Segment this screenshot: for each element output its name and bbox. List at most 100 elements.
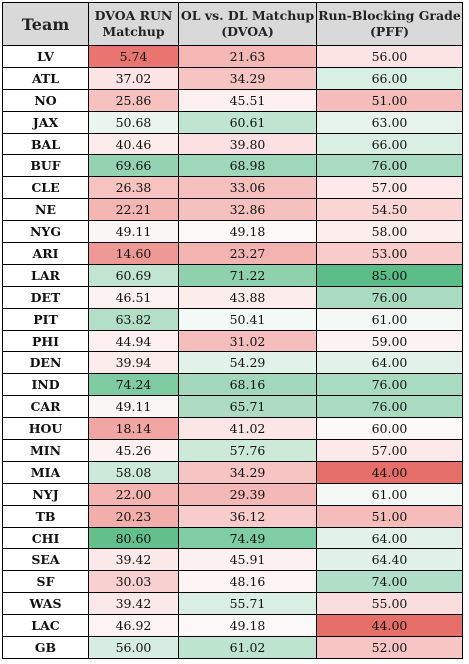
dvoa-run-cell: 18.14 [88,417,179,441]
header-dvoa-run-line1: DVOA RUN [94,8,173,23]
team-cell: MIA [2,460,89,484]
run-block-grade-cell: 74.00 [316,570,463,594]
ol-dl-cell: 29.39 [178,482,317,506]
table-row: MIA 58.08 34.29 44.00 [2,460,463,484]
team-cell: LAR [2,263,89,287]
ol-dl-cell: 49.18 [178,220,317,244]
dvoa-run-cell: 49.11 [88,395,179,419]
matchup-table: Team DVOA RUN Matchup OL vs. DL Matchup … [2,2,463,659]
ol-dl-cell: 68.98 [178,154,317,178]
dvoa-run-cell: 22.21 [88,198,179,222]
dvoa-run-cell: 60.69 [88,263,179,287]
dvoa-run-cell: 37.02 [88,66,179,90]
ol-dl-cell: 65.71 [178,395,317,419]
ol-dl-cell: 55.71 [178,592,317,616]
team-cell: LV [2,45,89,68]
ol-dl-cell: 49.18 [178,614,317,638]
ol-dl-cell: 21.63 [178,45,317,68]
table-row: NYG 49.11 49.18 58.00 [2,220,463,244]
run-block-grade-cell: 59.00 [316,329,463,353]
team-cell: ARI [2,242,89,265]
dvoa-run-cell: 20.23 [88,504,179,528]
table-row: ATL 37.02 34.29 66.00 [2,66,463,90]
dvoa-run-cell: 39.94 [88,351,179,375]
team-cell: CAR [2,395,89,419]
table-row: NE 22.21 32.86 54.50 [2,198,463,222]
team-cell: CLE [2,176,89,200]
table-row: JAX 50.68 60.61 63.00 [2,110,463,134]
table-row: ARI 14.60 23.27 53.00 [2,242,463,265]
run-block-grade-cell: 76.00 [316,395,463,419]
ol-dl-cell: 61.02 [178,636,317,659]
run-block-grade-cell: 64.00 [316,351,463,375]
ol-dl-cell: 45.91 [178,548,317,572]
team-cell: JAX [2,110,89,134]
run-block-grade-cell: 53.00 [316,242,463,265]
ol-dl-cell: 39.80 [178,132,317,156]
team-cell: HOU [2,417,89,441]
team-cell: ATL [2,66,89,90]
table-row: NYJ 22.00 29.39 61.00 [2,482,463,506]
ol-dl-cell: 33.06 [178,176,317,200]
table-row: LV 5.74 21.63 56.00 [2,45,463,68]
ol-dl-cell: 45.51 [178,88,317,112]
dvoa-run-cell: 49.11 [88,220,179,244]
table-row: CLE 26.38 33.06 57.00 [2,176,463,200]
team-cell: LAC [2,614,89,638]
dvoa-run-cell: 46.51 [88,285,179,309]
table-row: CHI 80.60 74.49 64.00 [2,526,463,550]
team-cell: NE [2,198,89,222]
header-ol-dl: OL vs. DL Matchup (DVOA) [178,2,317,46]
table-row: LAC 46.92 49.18 44.00 [2,614,463,638]
header-run-block-line1: Run-Blocking Grade [318,8,461,23]
dvoa-run-cell: 74.24 [88,373,179,397]
ol-dl-cell: 74.49 [178,526,317,550]
ol-dl-cell: 36.12 [178,504,317,528]
run-block-grade-cell: 61.00 [316,482,463,506]
run-block-grade-cell: 63.00 [316,110,463,134]
dvoa-run-cell: 14.60 [88,242,179,265]
run-block-grade-cell: 76.00 [316,154,463,178]
run-block-grade-cell: 54.50 [316,198,463,222]
team-cell: SF [2,570,89,594]
ol-dl-cell: 71.22 [178,263,317,287]
header-dvoa-run-line2: Matchup [102,24,165,39]
dvoa-run-cell: 69.66 [88,154,179,178]
team-cell: PIT [2,307,89,331]
header-ol-dl-line1: OL vs. DL Matchup [180,8,315,23]
dvoa-run-cell: 44.94 [88,329,179,353]
header-dvoa-run: DVOA RUN Matchup [88,2,179,46]
team-cell: WAS [2,592,89,616]
ol-dl-cell: 34.29 [178,66,317,90]
run-block-grade-cell: 44.00 [316,614,463,638]
table-row: BAL 40.46 39.80 66.00 [2,132,463,156]
team-cell: DET [2,285,89,309]
team-cell: BUF [2,154,89,178]
dvoa-run-cell: 50.68 [88,110,179,134]
team-cell: BAL [2,132,89,156]
dvoa-run-cell: 30.03 [88,570,179,594]
dvoa-run-cell: 56.00 [88,636,179,659]
run-block-grade-cell: 61.00 [316,307,463,331]
ol-dl-cell: 32.86 [178,198,317,222]
run-block-grade-cell: 51.00 [316,88,463,112]
run-block-grade-cell: 66.00 [316,132,463,156]
table-row: NO 25.86 45.51 51.00 [2,88,463,112]
ol-dl-cell: 54.29 [178,351,317,375]
run-block-grade-cell: 76.00 [316,285,463,309]
team-cell: CHI [2,526,89,550]
table-row: LAR 60.69 71.22 85.00 [2,263,463,287]
ol-dl-cell: 68.16 [178,373,317,397]
header-row: Team DVOA RUN Matchup OL vs. DL Matchup … [2,2,463,46]
ol-dl-cell: 50.41 [178,307,317,331]
table-row: TB 20.23 36.12 51.00 [2,504,463,528]
table-body: LV 5.74 21.63 56.00 ATL 37.02 34.29 66.00 NO 25.8… [2,45,463,659]
run-block-grade-cell: 56.00 [316,45,463,68]
team-cell: TB [2,504,89,528]
table-row: DEN 39.94 54.29 64.00 [2,351,463,375]
table-row: PHI 44.94 31.02 59.00 [2,329,463,353]
dvoa-run-cell: 80.60 [88,526,179,550]
run-block-grade-cell: 57.00 [316,439,463,462]
dvoa-run-cell: 46.92 [88,614,179,638]
run-block-grade-cell: 55.00 [316,592,463,616]
